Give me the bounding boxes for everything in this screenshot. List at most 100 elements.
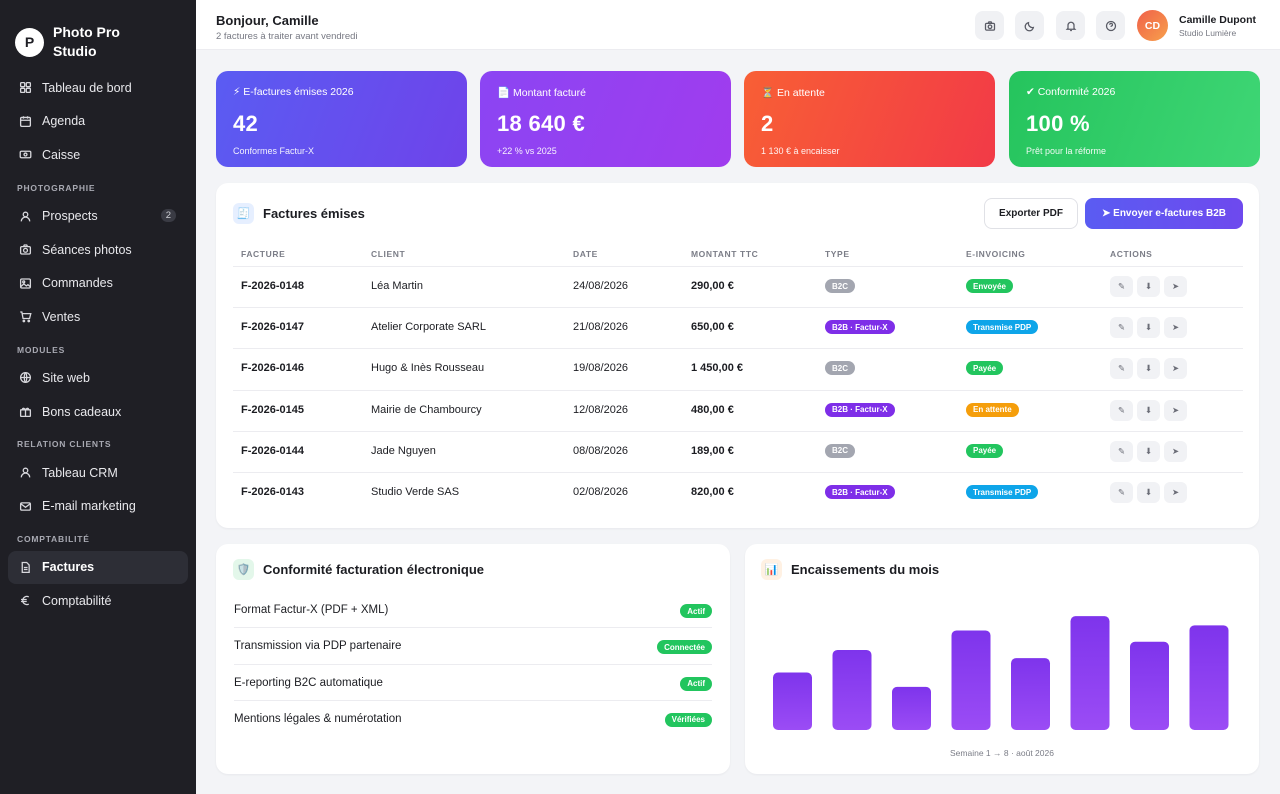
send-button[interactable]: ➤: [1164, 276, 1187, 297]
column-header: E-INVOICING: [966, 249, 1026, 259]
kpi-card-conformite: ✔ Conformité 2026 100 % Prêt pour la réf…: [1009, 71, 1260, 167]
status-badge: Envoyée: [966, 279, 1013, 293]
bell-icon: [1065, 21, 1076, 31]
type-badge: B2C: [825, 443, 856, 458]
row-actions: ✎ ⬇ ➤: [1110, 317, 1187, 339]
invoice-number: F-2026-0143: [241, 486, 304, 498]
invoice-amount: 290,00 €: [691, 280, 734, 292]
send-button[interactable]: ➤: [1164, 440, 1187, 462]
type-badge: B2B · Factur-X: [825, 402, 895, 417]
client-name: Jade Nguyen: [371, 444, 436, 457]
edit-button[interactable]: ✎: [1110, 358, 1133, 380]
send-button[interactable]: ➤: [1164, 358, 1187, 380]
column-header: CLIENT: [371, 249, 406, 259]
euro-icon: [18, 594, 32, 608]
invoices-title: 🧾 Factures émises: [233, 203, 365, 224]
download-button[interactable]: ⬇: [1137, 317, 1160, 339]
sidebar-item-comptabilite[interactable]: Comptabilité: [8, 584, 188, 618]
edit-button[interactable]: ✎: [1110, 440, 1133, 462]
bar-chart: [773, 616, 1229, 730]
revenue-chart-card: 📊 Encaissements du mois Semaine 1 → 8 · …: [745, 544, 1259, 774]
edit-button[interactable]: ✎: [1110, 399, 1133, 421]
kpi-value: 18 640 €: [497, 111, 586, 136]
kpi-subtext: Prêt pour la réforme: [1026, 146, 1107, 156]
sidebar-item-e-mail-marketing[interactable]: E-mail marketing: [8, 489, 188, 523]
sidebar-item-caisse[interactable]: Caisse: [8, 138, 188, 172]
kpi-label: ⏳ En attente: [761, 87, 825, 99]
sidebar-item-bons-cadeaux[interactable]: Bons cadeaux: [8, 395, 188, 429]
client-name: Léa Martin: [371, 280, 423, 292]
invoice-date: 12/08/2026: [573, 403, 629, 416]
camera-button[interactable]: [975, 11, 1004, 40]
sidebar-item-tableau-de-bord[interactable]: Tableau de bord: [8, 71, 188, 105]
edit-button[interactable]: ✎: [1110, 317, 1133, 339]
cart-icon: [18, 310, 32, 324]
user-icon: [18, 209, 32, 223]
dashboard-icon: [18, 81, 32, 95]
compliance-item: Transmission via PDP partenaire Connectée: [234, 628, 712, 665]
send-efactures-button[interactable]: ➤ Envoyer e-factures B2B: [1085, 198, 1243, 229]
globe-icon: [18, 371, 32, 385]
send-button[interactable]: ➤: [1164, 317, 1187, 339]
invoice-amount: 1 450,00 €: [691, 362, 743, 375]
sidebar-nav: Tableau de bord Agenda Caisse PHOTOGRAPHIE P…: [0, 71, 196, 618]
brand[interactable]: P Photo Pro Studio: [0, 0, 196, 66]
table-row[interactable]: F-2026-0144 Jade Nguyen 08/08/2026 189,00 €…: [233, 432, 1243, 473]
kpi-card-attente: ⏳ En attente 2 1 130 € à encaisser: [744, 71, 995, 167]
send-button[interactable]: ➤: [1164, 399, 1187, 421]
sidebar-item-tableau-crm[interactable]: Tableau CRM: [8, 456, 188, 490]
compliance-label: Format Factur-X (PDF + XML): [234, 604, 389, 616]
sidebar-item-prospects[interactable]: Prospects 2: [8, 199, 188, 233]
table-row[interactable]: F-2026-0148 Léa Martin 24/08/2026 290,00 € B…: [233, 267, 1243, 309]
invoice-amount: 189,00 €: [691, 444, 734, 457]
kpi-subtext: 1 130 € à encaisser: [761, 146, 840, 156]
sidebar-item-factures[interactable]: Factures: [8, 550, 188, 585]
sidebar-item-label: Site web: [42, 370, 90, 385]
export-pdf-button[interactable]: Exporter PDF: [984, 198, 1078, 229]
chart-title-text: Encaissements du mois: [791, 562, 940, 577]
sidebar-item-seances-photos[interactable]: Séances photos: [8, 233, 188, 267]
send-button[interactable]: ➤: [1164, 482, 1187, 503]
kpi-card-montant: 📄 Montant facturé 18 640 € +22 % vs 2025: [480, 71, 731, 167]
chart-bar: [1011, 658, 1050, 730]
client-name: Studio Verde SAS: [371, 486, 460, 498]
sidebar-item-agenda[interactable]: Agenda: [8, 105, 188, 139]
greeting: Bonjour, Camille: [216, 13, 319, 28]
column-header: FACTURE: [241, 249, 286, 259]
invoices-card: 🧾 Factures émises Exporter PDF ➤ Envoyer…: [216, 183, 1259, 528]
sidebar-item-label: Bons cadeaux: [42, 404, 122, 419]
edit-button[interactable]: ✎: [1110, 482, 1133, 503]
download-button[interactable]: ⬇: [1137, 440, 1160, 462]
table-row[interactable]: F-2026-0146 Hugo & Inès Rousseau 19/08/202…: [233, 349, 1243, 391]
sidebar-item-commandes[interactable]: Commandes: [8, 266, 188, 300]
table-row[interactable]: F-2026-0143 Studio Verde SAS 02/08/2026 820…: [233, 473, 1243, 514]
compliance-item: Format Factur-X (PDF + XML) Actif: [234, 592, 712, 629]
kpi-value: 100 %: [1026, 111, 1090, 136]
row-actions: ✎ ⬇ ➤: [1110, 276, 1187, 297]
sidebar-item-label: Séances photos: [42, 242, 132, 257]
download-button[interactable]: ⬇: [1137, 358, 1160, 380]
download-button[interactable]: ⬇: [1137, 276, 1160, 297]
chart-bar: [832, 649, 872, 730]
status-badge: Payée: [966, 361, 1004, 376]
kpi-subtext: Conformes Factur-X: [233, 146, 315, 156]
brand-logo: P: [15, 27, 44, 57]
download-button[interactable]: ⬇: [1137, 482, 1160, 503]
user-organization: Studio Lumière: [1179, 28, 1237, 38]
avatar[interactable]: CD: [1137, 10, 1168, 41]
edit-button[interactable]: ✎: [1110, 276, 1133, 297]
download-button[interactable]: ⬇: [1137, 399, 1160, 421]
help-button[interactable]: [1096, 11, 1125, 40]
type-badge: B2B · Factur-X: [825, 485, 895, 499]
table-row[interactable]: F-2026-0147 Atelier Corporate SARL 21/08/2…: [233, 308, 1243, 350]
table-row[interactable]: F-2026-0145 Mairie de Chambourcy 12/08/202…: [233, 391, 1243, 432]
sidebar-item-label: E-mail marketing: [42, 499, 136, 514]
sidebar-item-site-web[interactable]: Site web: [8, 361, 188, 395]
image-icon: [18, 276, 32, 290]
notifications-button[interactable]: [1056, 11, 1085, 40]
sidebar: P Photo Pro Studio Tableau de bord Agenda…: [0, 0, 196, 794]
status-badge: Transmise PDP: [966, 320, 1039, 335]
sidebar-item-ventes[interactable]: Ventes: [8, 300, 188, 334]
theme-toggle-button[interactable]: [1015, 11, 1044, 40]
table-header: FACTURE CLIENT DATE MONTANT TTC TYPE E-I…: [233, 245, 1243, 267]
